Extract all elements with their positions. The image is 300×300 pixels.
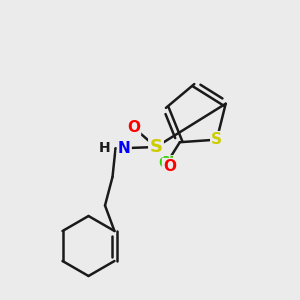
Text: N: N [118,141,131,156]
Text: H: H [98,142,110,155]
Text: S: S [149,138,163,156]
Text: S: S [211,132,222,147]
Text: Cl: Cl [158,156,174,171]
Text: O: O [163,159,176,174]
Text: O: O [127,120,140,135]
